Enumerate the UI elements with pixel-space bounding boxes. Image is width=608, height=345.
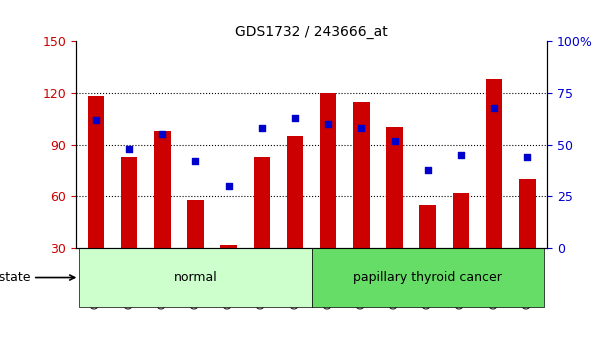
Point: [489, 105, 499, 110]
Point: [190, 158, 200, 164]
Point: [323, 121, 333, 127]
Point: [456, 152, 466, 158]
Bar: [420, 205, 436, 248]
Bar: [220, 245, 237, 248]
Bar: [452, 193, 469, 248]
Point: [290, 115, 300, 121]
FancyBboxPatch shape: [311, 248, 544, 307]
Point: [356, 126, 366, 131]
Text: normal: normal: [174, 271, 217, 284]
Point: [91, 117, 101, 123]
Title: GDS1732 / 243666_at: GDS1732 / 243666_at: [235, 25, 388, 39]
Point: [390, 138, 399, 143]
Point: [224, 183, 233, 189]
Text: disease state: disease state: [0, 271, 75, 284]
Bar: [386, 128, 403, 248]
Bar: [353, 102, 370, 248]
Bar: [287, 136, 303, 248]
Bar: [254, 157, 270, 248]
Point: [522, 154, 532, 160]
Bar: [187, 200, 204, 248]
Bar: [88, 97, 104, 248]
Bar: [154, 131, 171, 248]
Point: [157, 131, 167, 137]
Bar: [519, 179, 536, 248]
FancyBboxPatch shape: [79, 248, 311, 307]
Bar: [121, 157, 137, 248]
Text: papillary thyroid cancer: papillary thyroid cancer: [353, 271, 502, 284]
Bar: [320, 93, 336, 248]
Point: [423, 167, 433, 172]
Point: [124, 146, 134, 151]
Point: [257, 126, 267, 131]
Bar: [486, 79, 502, 248]
